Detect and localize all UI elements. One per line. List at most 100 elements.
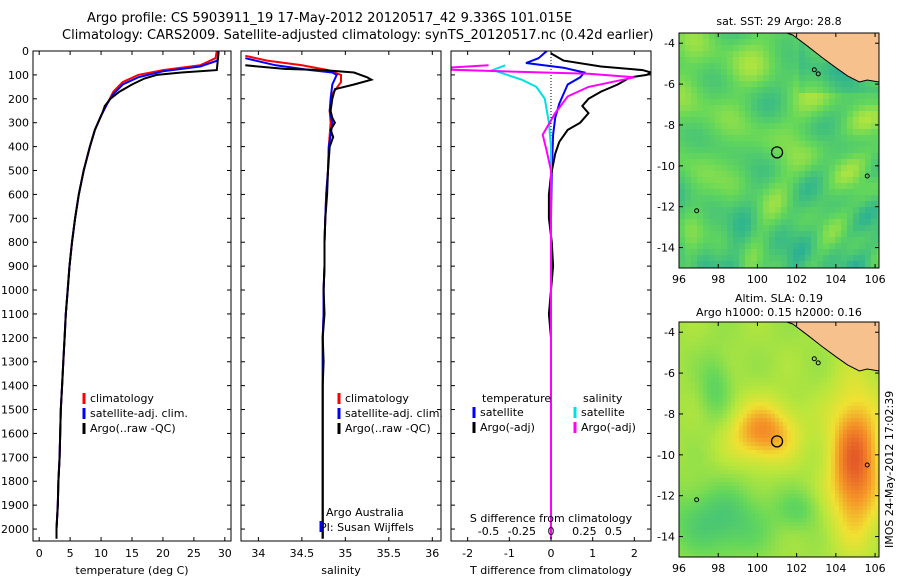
heatmap-cell <box>745 33 752 40</box>
heatmap-cell <box>691 546 696 551</box>
heatmap-cell <box>827 458 832 463</box>
heatmap-cell <box>799 498 804 503</box>
heatmap-cell <box>685 81 692 88</box>
heatmap-cell <box>867 422 872 427</box>
heatmap-cell <box>747 378 752 383</box>
heatmap-cell <box>791 434 796 439</box>
heatmap-cell <box>735 478 740 483</box>
heatmap-cell <box>747 422 752 427</box>
heatmap-cell <box>735 554 740 557</box>
heatmap-cell <box>875 510 879 515</box>
heatmap-cell <box>815 518 820 523</box>
heatmap-cell <box>827 370 832 375</box>
heatmap-cell <box>775 326 780 331</box>
heatmap-cell <box>763 458 768 463</box>
heatmap-cell <box>827 482 832 487</box>
heatmap-cell <box>731 382 736 387</box>
heatmap-cell <box>835 75 842 82</box>
heatmap-cell <box>719 478 724 483</box>
heatmap-cell <box>679 458 684 463</box>
heatmap-cell <box>755 366 760 371</box>
heatmap-cell <box>815 446 820 451</box>
heatmap-cell <box>759 514 764 519</box>
heatmap-cell <box>877 87 879 94</box>
heatmap-cell <box>763 422 768 427</box>
heatmap-cell <box>755 482 760 487</box>
heatmap-cell <box>791 470 796 475</box>
heatmap-cell <box>751 470 756 475</box>
heatmap-cell <box>775 171 782 178</box>
heatmap-cell <box>851 554 856 557</box>
footer-timestamp: IMOS 24-May-2012 17:02:39 <box>883 391 896 548</box>
heatmap-cell <box>731 390 736 395</box>
x-axis-label: T difference from climatology <box>469 564 632 577</box>
heatmap-cell <box>795 538 800 543</box>
heatmap-cell <box>759 438 764 443</box>
heatmap-cell <box>679 237 686 244</box>
heatmap-cell <box>679 434 684 439</box>
heatmap-cell <box>859 213 866 220</box>
series-line-temperature-satellite <box>525 51 587 539</box>
heatmap-cell <box>715 141 722 148</box>
heatmap-cell <box>835 430 840 435</box>
heatmap-cell <box>703 442 708 447</box>
heatmap-cell <box>859 434 864 439</box>
heatmap-cell <box>703 434 708 439</box>
heatmap-cell <box>807 462 812 467</box>
heatmap-cell <box>799 522 804 527</box>
heatmap-cell <box>787 105 794 112</box>
heatmap-cell <box>855 402 860 407</box>
heatmap-cell <box>835 249 842 256</box>
heatmap-cell <box>863 470 868 475</box>
heatmap-cell <box>817 237 824 244</box>
heatmap-cell <box>771 410 776 415</box>
heatmap-cell <box>799 502 804 507</box>
heatmap-cell <box>781 201 788 208</box>
heatmap-cell <box>823 195 830 202</box>
heatmap-cell <box>755 382 760 387</box>
heatmap-cell <box>791 458 796 463</box>
heatmap-cell <box>759 510 764 515</box>
heatmap-cell <box>771 370 776 375</box>
map-frame <box>678 32 880 269</box>
heatmap-cell <box>811 466 816 471</box>
heatmap-cell <box>863 390 868 395</box>
heatmap-cell <box>847 450 852 455</box>
heatmap-cell <box>719 470 724 475</box>
heatmap-cell <box>851 502 856 507</box>
heatmap-cell <box>815 406 820 411</box>
heatmap-cell <box>759 374 764 379</box>
heatmap-cell <box>791 466 796 471</box>
y-tick-label: 1800 <box>1 475 29 488</box>
heatmap-cell <box>755 446 760 451</box>
heatmap-cell <box>787 39 794 46</box>
heatmap-cell <box>703 506 708 511</box>
heatmap-cell <box>847 249 854 256</box>
heatmap-cell <box>715 534 720 539</box>
heatmap-cell <box>703 159 710 166</box>
heatmap-cell <box>771 366 776 371</box>
heatmap-cell <box>827 414 832 419</box>
heatmap-cell <box>763 442 768 447</box>
heatmap-cell <box>691 422 696 427</box>
heatmap-cell <box>747 362 752 367</box>
heatmap-cell <box>751 446 756 451</box>
heatmap-cell <box>719 506 724 511</box>
heatmap-cell <box>871 410 876 415</box>
heatmap-cell <box>839 498 844 503</box>
heatmap-cell <box>793 81 800 88</box>
heatmap-cell <box>711 486 716 491</box>
heatmap-cell <box>783 502 788 507</box>
heatmap-cell <box>703 474 708 479</box>
heatmap-cell <box>823 378 828 383</box>
heatmap-cell <box>697 123 704 130</box>
heatmap-cell <box>745 111 752 118</box>
heatmap-cell <box>707 470 712 475</box>
heatmap-cell <box>835 466 840 471</box>
heatmap-cell <box>715 87 722 94</box>
heatmap-cell <box>735 542 740 547</box>
heatmap-cell <box>727 422 732 427</box>
heatmap-cell <box>703 386 708 391</box>
heatmap-cell <box>759 434 764 439</box>
heatmap-cell <box>739 243 746 250</box>
